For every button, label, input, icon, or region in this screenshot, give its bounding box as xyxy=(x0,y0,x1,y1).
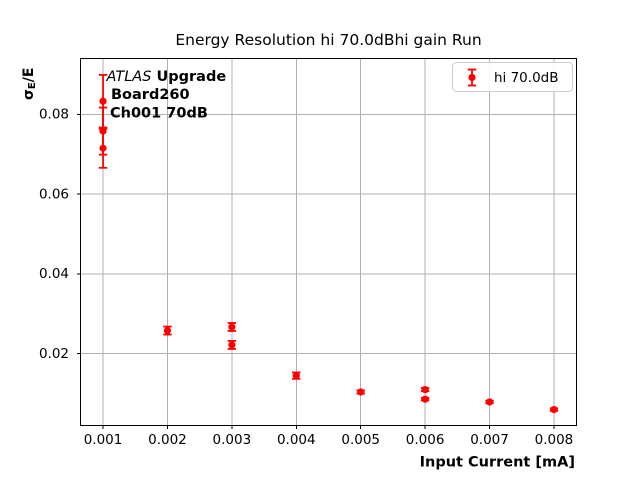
data-point-group xyxy=(292,371,301,380)
x-tick-label: 0.006 xyxy=(406,432,445,448)
y-tick-label: 0.08 xyxy=(39,107,69,123)
data-point xyxy=(99,144,107,152)
legend-marker-dot xyxy=(468,73,476,82)
x-tick-label: 0.004 xyxy=(277,432,316,448)
legend-errorbar-marker-icon xyxy=(467,68,477,87)
data-point xyxy=(421,395,429,403)
data-point xyxy=(228,341,236,349)
data-point-group xyxy=(163,325,172,336)
data-point xyxy=(99,97,107,105)
tick-marks xyxy=(77,113,555,429)
data-point-group xyxy=(485,398,494,406)
data-point xyxy=(228,323,236,331)
plot-border xyxy=(80,58,577,426)
data-point-group xyxy=(356,388,365,396)
annotation-line: ATLAS Upgrade xyxy=(106,69,227,85)
y-tick-label: 0.06 xyxy=(39,186,69,202)
annotation-line: Board260 xyxy=(111,87,190,103)
y-tick-label: 0.02 xyxy=(39,346,69,362)
data-point xyxy=(163,326,172,335)
x-tick-label: 0.005 xyxy=(341,432,380,448)
data-point-group xyxy=(420,385,430,394)
x-tick-label: 0.007 xyxy=(470,432,509,448)
y-axis-label: σE/E xyxy=(21,68,38,100)
x-tick-label: 0.001 xyxy=(84,432,123,448)
x-tick-label: 0.003 xyxy=(213,432,252,448)
data-point xyxy=(292,372,300,380)
y-tick-label: 0.04 xyxy=(39,266,69,282)
annotation-line: Ch001 70dB xyxy=(110,106,208,122)
data-point xyxy=(485,398,494,406)
x-axis-label: Input Current [mA] xyxy=(420,455,575,471)
data-point xyxy=(421,385,429,394)
legend-box xyxy=(452,62,573,92)
legend-label: hi 70.0dB xyxy=(494,70,559,86)
data-point-group xyxy=(98,127,108,169)
legend: hi 70.0dB xyxy=(452,62,573,92)
x-tick-label: 0.002 xyxy=(148,432,187,448)
data-point-group xyxy=(227,322,237,332)
data-point-group xyxy=(420,395,430,403)
data-point-group xyxy=(549,405,559,414)
data-point-group xyxy=(227,340,237,350)
data-point xyxy=(550,405,558,414)
x-tick-label: 0.008 xyxy=(535,432,574,448)
data-series xyxy=(98,73,559,414)
chart-title: Energy Resolution hi 70.0dBhi gain Run xyxy=(175,31,481,49)
data-point xyxy=(357,388,365,396)
gridlines xyxy=(80,58,577,426)
